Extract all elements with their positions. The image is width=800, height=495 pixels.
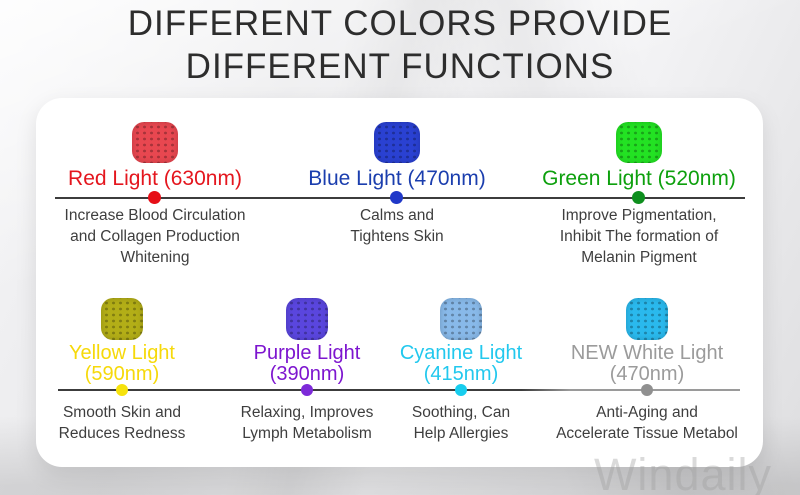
blue-light-label: Blue Light (470nm)	[308, 167, 486, 190]
blue-light-description: Calms and Tightens Skin	[350, 207, 444, 245]
yellow-led-icon	[101, 298, 143, 340]
yellow-light-label: Yellow Light (590nm)	[68, 342, 175, 385]
cyanine-dot	[455, 384, 467, 396]
red-light-label: Red Light (630nm)	[68, 167, 242, 190]
content-card: Red Light (630nm) Increase Blood Circula…	[36, 98, 763, 467]
green-led-icon	[616, 122, 662, 163]
white-dot	[641, 384, 653, 396]
green-light-label: Green Light (520nm)	[542, 167, 736, 190]
page-title: DIFFERENT COLORS PROVIDE DIFFERENT FUNCT…	[0, 2, 800, 88]
red-dot	[148, 191, 161, 204]
blue-led-icon	[374, 122, 420, 163]
purple-light-description: Relaxing, Improves Lymph Metabolism	[240, 404, 374, 442]
purple-led-icon	[286, 298, 328, 340]
red-light-description: Increase Blood Circulation and Collagen …	[64, 207, 246, 266]
yellow-light-description: Smooth Skin and Reduces Redness	[58, 404, 186, 442]
green-light-description: Improve Pigmentation, Inhibit The format…	[559, 207, 719, 266]
watermark: Windaily	[593, 449, 772, 495]
green-dot	[632, 191, 645, 204]
white-light-label: NEW White Light (470nm)	[570, 342, 724, 385]
cyanine-light-description: Soothing, Can Help Allergies	[411, 404, 511, 442]
title-line2: DIFFERENT FUNCTIONS	[185, 47, 615, 86]
yellow-dot	[116, 384, 128, 396]
cyanine-led-icon	[440, 298, 482, 340]
blue-dot	[390, 191, 403, 204]
divider-row2	[58, 389, 740, 391]
white-light-description: Anti-Aging and Accelerate Tissue Metabol	[556, 404, 738, 442]
purple-dot	[301, 384, 313, 396]
purple-light-label: Purple Light (390nm)	[253, 342, 361, 385]
white-led-icon	[626, 298, 668, 340]
cyanine-light-label: Cyanine Light (415nm)	[399, 342, 523, 385]
title-line1: DIFFERENT COLORS PROVIDE	[127, 4, 673, 43]
red-led-icon	[132, 122, 178, 163]
